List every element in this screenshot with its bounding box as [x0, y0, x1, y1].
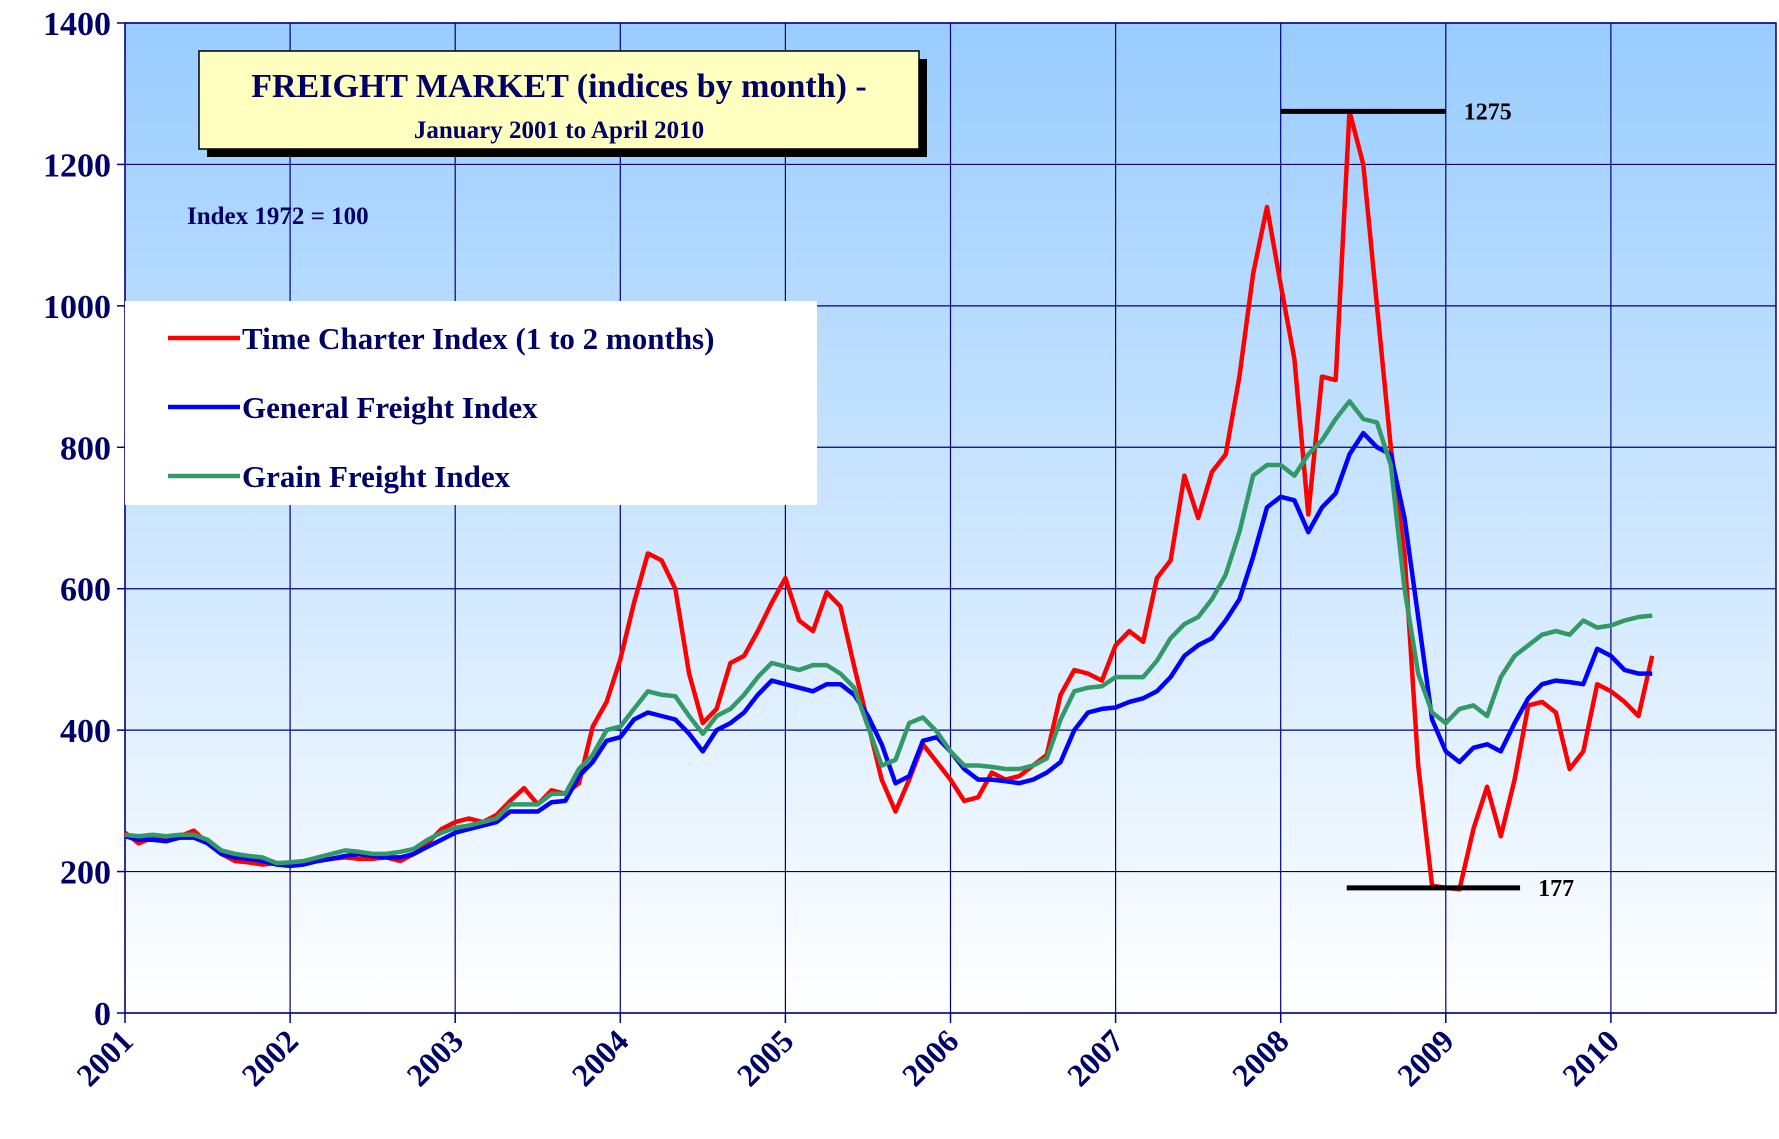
y-tick-label: 200: [60, 855, 111, 892]
x-tick-label: 2005: [730, 1022, 801, 1093]
title-box: [198, 50, 920, 150]
x-tick-label: 2003: [399, 1022, 470, 1093]
y-tick-label: 1000: [43, 289, 111, 326]
x-tick-label: 2008: [1225, 1022, 1296, 1093]
plot-frame: [124, 22, 1777, 1014]
x-tick-label: 2002: [234, 1022, 305, 1093]
x-tick-label: 2001: [69, 1022, 140, 1093]
note: Index 1972 = 100: [187, 203, 369, 230]
annotation-label: 1275: [1464, 99, 1512, 125]
y-tick-label: 0: [94, 996, 111, 1033]
y-tick-label: 400: [60, 713, 111, 750]
x-tick-label: 2010: [1555, 1022, 1626, 1093]
annotation-label: 177: [1538, 876, 1574, 902]
chart-title: FREIGHT MARKET (indices by month) -: [251, 68, 867, 105]
legend-label: General Freight Index: [242, 390, 538, 425]
x-tick-label: 2009: [1390, 1022, 1461, 1093]
x-tick-label: 2004: [565, 1022, 636, 1093]
y-tick-label: 1200: [43, 147, 111, 184]
x-tick-label: 2007: [1060, 1022, 1131, 1093]
x-tick-label: 2006: [895, 1022, 966, 1093]
y-tick-label: 800: [60, 430, 111, 467]
legend-label: Grain Freight Index: [242, 459, 511, 494]
legend-box: [125, 301, 817, 505]
series-line: [124, 399, 1653, 866]
y-tick-label: 600: [60, 572, 111, 609]
y-tick-label: 1400: [43, 6, 111, 43]
chart-subtitle: January 2001 to April 2010: [414, 117, 704, 144]
legend-label: Time Charter Index (1 to 2 months): [242, 321, 714, 356]
